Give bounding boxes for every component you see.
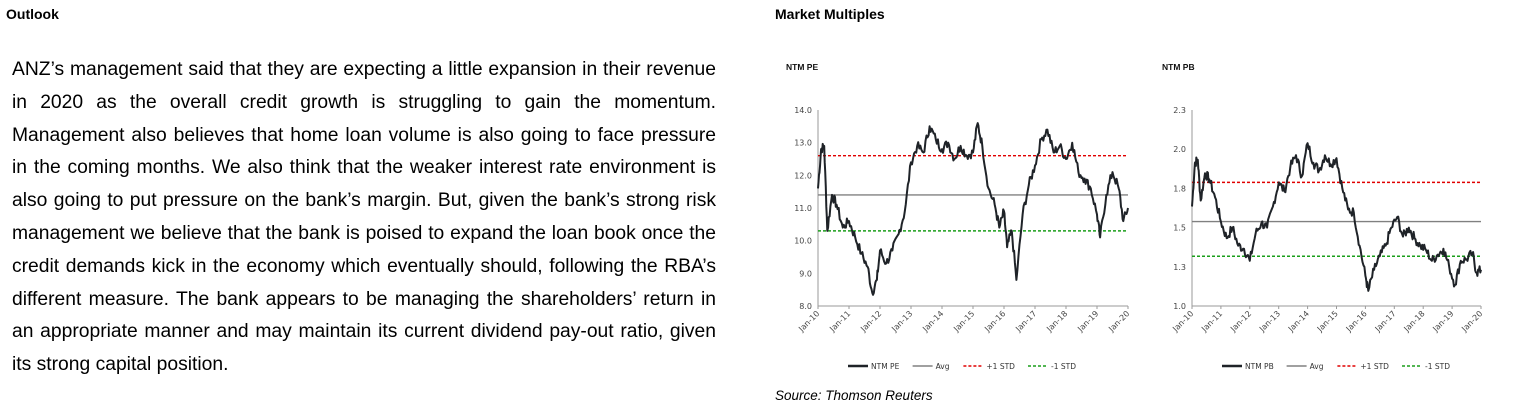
pe-x-tick-label: Jan-10: [796, 309, 821, 334]
outlook-paragraph: ANZ’s management said that they are expe…: [12, 59, 716, 376]
pe-legend-avg-label: Avg: [936, 362, 950, 371]
pb-y-tick-label: 1.5: [1173, 224, 1186, 233]
outlook-heading: Outlook: [6, 6, 59, 22]
pb-y-tick-label: 1.0: [1173, 302, 1186, 311]
pb-series-line: [1191, 142, 1482, 292]
pb-x-tick-label: Jan-11: [1199, 309, 1224, 334]
pb-x-tick-label: Jan-10: [1170, 309, 1195, 334]
pe-series-line: [817, 122, 1129, 296]
pb-y-tick-label: 2.3: [1173, 106, 1186, 115]
pb-legend-avg-label: Avg: [1310, 362, 1324, 371]
pb-x-tick-label: Jan-16: [1344, 309, 1369, 334]
pb-x-tick-label: Jan-18: [1402, 309, 1427, 334]
pe-chart-title: NTM PE: [786, 62, 818, 72]
source-note: Source: Thomson Reuters: [775, 388, 933, 403]
ntm-pe-chart: NTM PE 8.0 9.0 10.0 11.0 12.0 13.0 14.0 Jan-10 Ja…: [776, 58, 1136, 388]
ntm-pb-chart: NTM PB 1.0 1.3 1.5 1.8 2.0 2.3 Jan-10 Jan-11 Jan-…: [1156, 58, 1496, 388]
pe-y-tick-label: 10.0: [794, 237, 812, 246]
pe-y-tick-label: 14.0: [794, 106, 812, 115]
pb-y-tick-label: 1.8: [1173, 184, 1186, 193]
pb-x-tick-label: Jan-15: [1315, 309, 1340, 334]
pe-y-tick-label: 13.0: [794, 139, 812, 148]
pb-legend-plus-std-label: +1 STD: [1360, 362, 1389, 371]
pe-x-tick-label: Jan-11: [827, 309, 852, 334]
pb-legend-series-label: NTM PB: [1245, 362, 1274, 371]
market-multiples-heading: Market Multiples: [775, 6, 885, 22]
pe-x-tick-label: Jan-12: [858, 309, 883, 334]
pe-x-tick-label: Jan-19: [1075, 309, 1100, 334]
pe-x-tick-label: Jan-15: [951, 309, 976, 334]
pb-y-tick-label: 1.3: [1173, 263, 1186, 272]
pb-x-tick-label: Jan-13: [1257, 309, 1282, 334]
pe-y-tick-label: 11.0: [794, 204, 812, 213]
pb-legend-minus-std-label: -1 STD: [1425, 362, 1450, 371]
pe-y-tick-label: 9.0: [799, 269, 812, 278]
pe-legend-minus-std-label: -1 STD: [1051, 362, 1076, 371]
pe-x-tick-label: Jan-13: [889, 309, 914, 334]
pe-x-tick-label: Jan-14: [920, 309, 945, 334]
pb-x-tick-label: Jan-20: [1459, 309, 1484, 334]
pe-x-tick-label: Jan-18: [1044, 309, 1069, 334]
pb-x-tick-label: Jan-19: [1430, 309, 1455, 334]
pb-x-tick-label: Jan-17: [1373, 309, 1398, 334]
pb-x-tick-label: Jan-12: [1228, 309, 1253, 334]
pe-x-tick-label: Jan-16: [982, 309, 1007, 334]
pe-x-tick-label: Jan-20: [1106, 309, 1131, 334]
pb-chart-title: NTM PB: [1162, 62, 1195, 72]
pe-legend-series-label: NTM PE: [871, 362, 900, 371]
pe-x-tick-label: Jan-17: [1013, 309, 1038, 334]
pe-y-tick-label: 12.0: [794, 171, 812, 180]
pb-y-tick-label: 2.0: [1173, 145, 1186, 154]
pe-legend-plus-std-label: +1 STD: [986, 362, 1015, 371]
pb-x-tick-label: Jan-14: [1286, 309, 1311, 334]
pe-y-tick-label: 8.0: [799, 302, 812, 311]
